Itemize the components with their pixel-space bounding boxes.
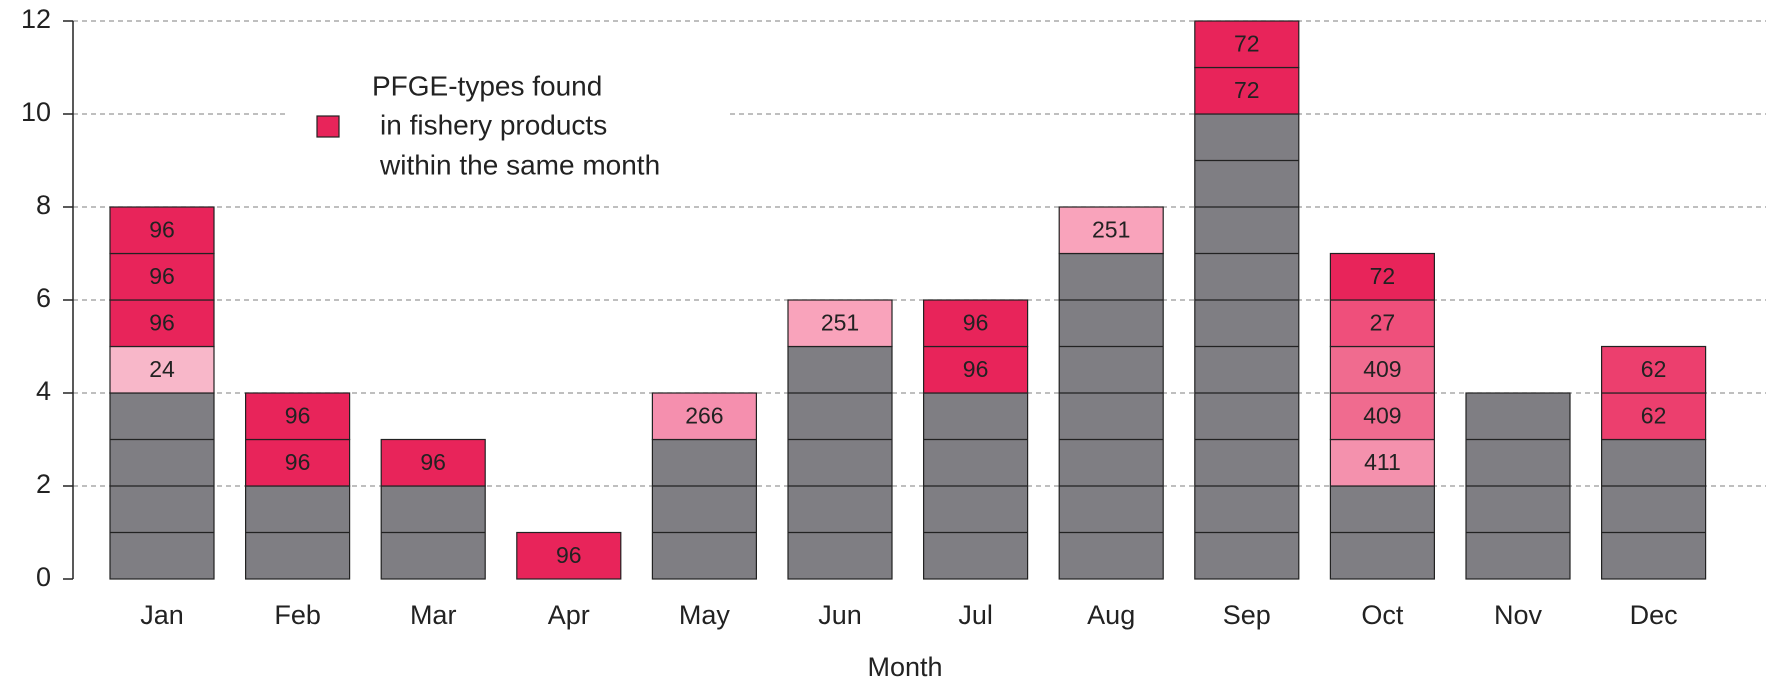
block-label: 96 [149, 309, 175, 335]
block-label: 409 [1363, 402, 1401, 428]
y-tick-label: 6 [36, 283, 51, 313]
block-label: 96 [149, 263, 175, 289]
block [1329, 345, 1436, 394]
x-tick-label: Jul [958, 600, 993, 630]
block [1329, 299, 1436, 348]
block-label: 62 [1641, 402, 1667, 428]
block [109, 345, 215, 394]
block-label: 96 [556, 542, 582, 568]
y-tick-label: 2 [36, 469, 51, 499]
x-tick-label: Sep [1223, 600, 1271, 630]
block-label: 96 [963, 356, 989, 382]
block-label: 72 [1234, 77, 1260, 103]
x-tick-label: Nov [1494, 600, 1543, 630]
block-label: 27 [1370, 309, 1396, 335]
x-tick-label: Apr [548, 600, 590, 630]
legend-label: in fishery products [380, 109, 607, 140]
block-label: 251 [821, 309, 859, 335]
block-label: 251 [1092, 216, 1130, 242]
block [1194, 66, 1300, 115]
block-label: 96 [420, 449, 446, 475]
block [787, 299, 893, 348]
block [922, 345, 1029, 394]
x-tick-label: Aug [1087, 600, 1135, 630]
block-label: 96 [963, 309, 989, 335]
y-tick-label: 4 [36, 376, 51, 406]
block-label: 266 [685, 402, 723, 428]
x-tick-label: Dec [1630, 600, 1678, 630]
block [109, 299, 215, 348]
block-label: 96 [285, 449, 311, 475]
block [1329, 252, 1436, 301]
x-tick-label: Oct [1361, 600, 1404, 630]
block [651, 392, 758, 441]
bar [1058, 252, 1164, 580]
block-label: 62 [1641, 356, 1667, 382]
block [380, 438, 486, 487]
block-label: 96 [285, 402, 311, 428]
block [1600, 392, 1707, 441]
x-tick-label: Mar [410, 600, 457, 630]
block-label: 24 [149, 356, 175, 382]
y-tick-label: 0 [36, 562, 51, 592]
block [1194, 20, 1300, 69]
bar [787, 345, 893, 580]
block-label: 72 [1234, 30, 1260, 56]
legend-label: within the same month [379, 149, 660, 180]
block-label: 409 [1363, 356, 1401, 382]
bar [1600, 438, 1707, 580]
x-tick-label: Feb [274, 600, 321, 630]
block [1058, 206, 1164, 255]
block [1600, 345, 1707, 394]
block [1329, 392, 1436, 441]
block [1329, 438, 1436, 487]
x-tick-label: May [679, 600, 731, 630]
block-label: 96 [149, 216, 175, 242]
x-tick-label: Jan [140, 600, 184, 630]
x-tick-label: Jun [818, 600, 862, 630]
legend-label: PFGE-types found [372, 70, 602, 101]
y-tick-label: 12 [21, 4, 51, 34]
block [516, 531, 622, 580]
block [109, 206, 215, 255]
y-tick-label: 10 [21, 97, 51, 127]
block-label: 411 [1364, 449, 1401, 475]
block-label: 72 [1370, 263, 1396, 289]
block [245, 392, 351, 441]
y-tick-label: 8 [36, 190, 51, 220]
block [109, 252, 215, 301]
legend-swatch [316, 115, 340, 138]
legend-background [285, 62, 730, 187]
bar [651, 438, 758, 580]
x-axis-label: Month [867, 652, 942, 682]
block [922, 299, 1029, 348]
